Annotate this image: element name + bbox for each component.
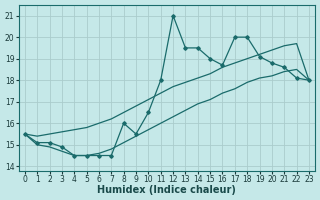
X-axis label: Humidex (Indice chaleur): Humidex (Indice chaleur) — [98, 185, 236, 195]
